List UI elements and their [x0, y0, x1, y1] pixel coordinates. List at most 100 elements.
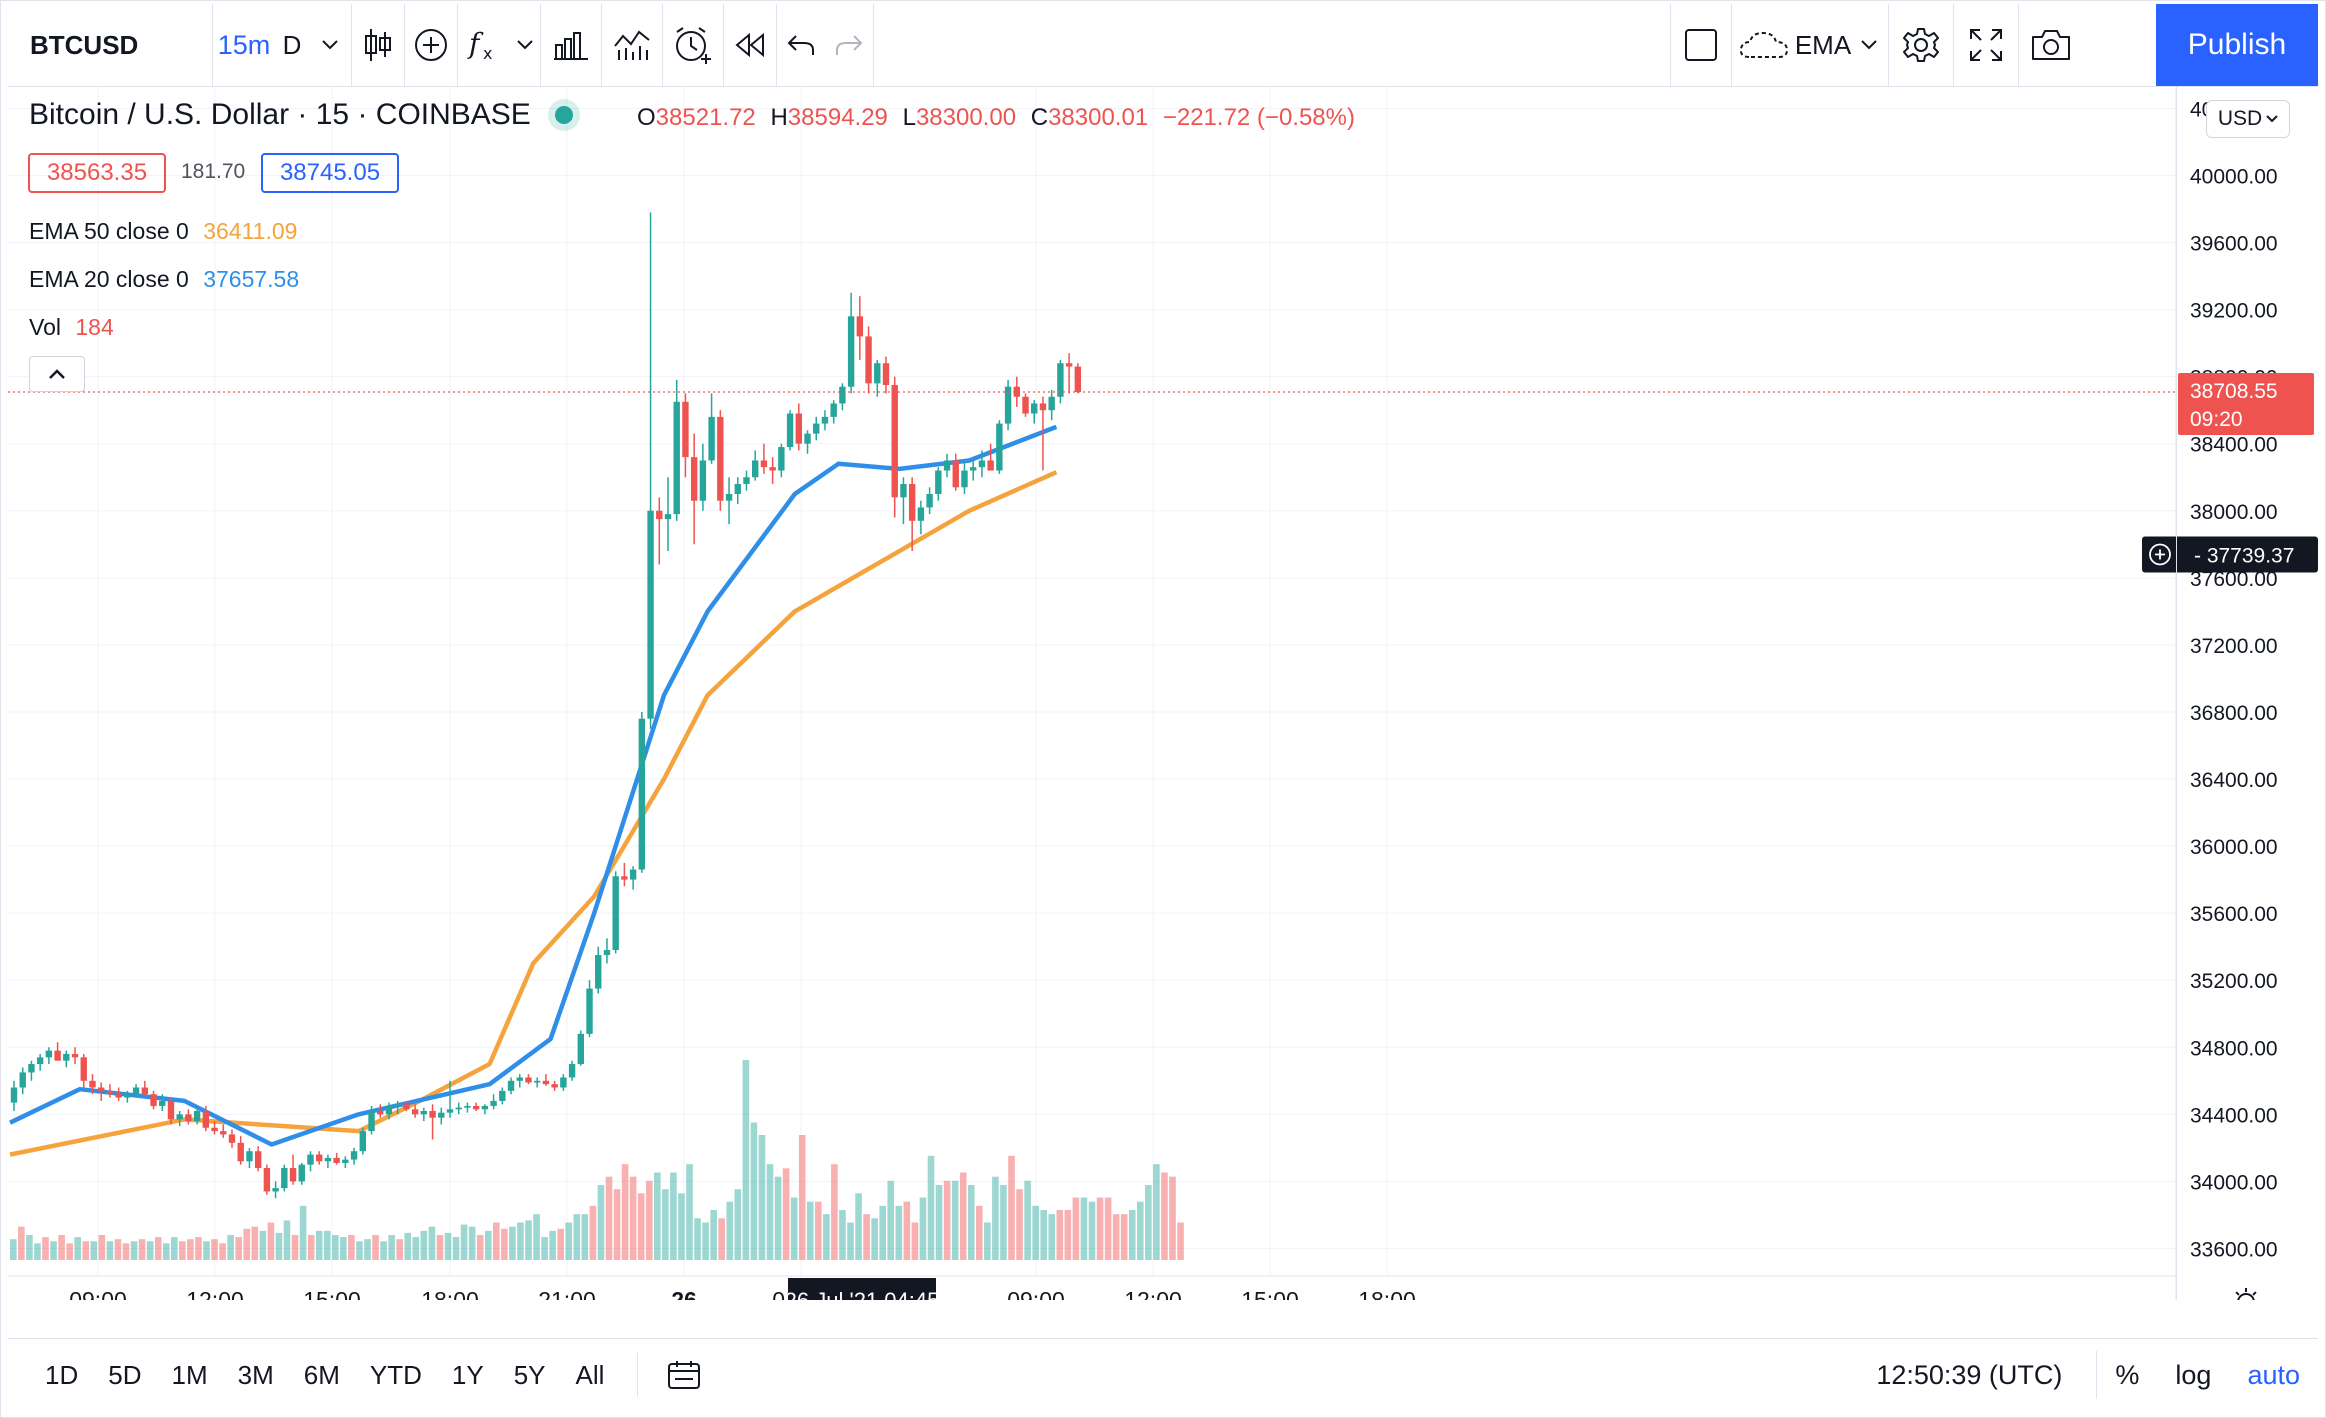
range-all-button[interactable]: All: [575, 1359, 605, 1390]
publish-button[interactable]: Publish: [2156, 4, 2318, 86]
ema20-legend[interactable]: EMA 20 close 0 37657.58: [29, 266, 299, 293]
template-chevron-down-icon[interactable]: [1850, 4, 1888, 86]
replay-rewind-icon[interactable]: [724, 4, 776, 86]
currency-label: USD: [2217, 107, 2263, 130]
candle-body: [795, 413, 802, 444]
chart-canvas[interactable]: 40400.0040000.0039600.0039200.0038800.00…: [8, 86, 2318, 1300]
candle-body: [281, 1167, 288, 1189]
volume-bar: [815, 1201, 822, 1260]
range-5d-button[interactable]: 5D: [108, 1359, 142, 1390]
sell-price-button[interactable]: 38563.35: [28, 153, 166, 193]
volume-bar: [275, 1232, 283, 1260]
bar-countdown-label: 09:20: [2190, 408, 2243, 431]
candle-body: [516, 1077, 523, 1081]
collapse-legend-button[interactable]: [29, 356, 85, 392]
range-1m-button[interactable]: 1M: [171, 1359, 208, 1390]
candle-body: [272, 1188, 279, 1192]
alert-clock-icon[interactable]: [663, 4, 723, 86]
buy-price-button[interactable]: 38745.05: [261, 153, 399, 193]
toolbar-divider: [351, 4, 352, 86]
auto-scale-toggle[interactable]: auto: [2247, 1359, 2300, 1390]
candle-body: [778, 447, 785, 471]
range-5y-button[interactable]: 5Y: [513, 1359, 546, 1390]
range-1d-button[interactable]: 1D: [45, 1359, 79, 1390]
volume-bar: [106, 1241, 114, 1260]
percent-scale-toggle[interactable]: %: [2115, 1359, 2140, 1390]
log-scale-toggle[interactable]: log: [2175, 1359, 2212, 1390]
candle-body: [996, 423, 1003, 471]
indicators-chevron-down-icon[interactable]: [510, 4, 540, 86]
candle-body: [595, 955, 602, 989]
candle-body: [821, 416, 829, 424]
volume-bar: [823, 1214, 830, 1260]
candles-style-icon[interactable]: [352, 4, 404, 86]
toolbar-divider: [540, 4, 541, 86]
candle-body: [1065, 363, 1073, 367]
volume-bar: [1145, 1185, 1152, 1260]
volume-bar: [283, 1220, 291, 1260]
interval-dropdown-chevron-down-icon[interactable]: [309, 4, 351, 86]
candle-body: [289, 1167, 297, 1182]
toolbar-divider: [1953, 4, 1954, 86]
compare-plus-icon[interactable]: [405, 4, 457, 86]
range-ytd-button[interactable]: YTD: [369, 1359, 422, 1390]
candle-body: [316, 1154, 323, 1162]
volume-bar: [1072, 1197, 1080, 1260]
range-1y-button[interactable]: 1Y: [451, 1359, 484, 1390]
candle-body: [786, 413, 794, 448]
volume-bar: [58, 1235, 65, 1260]
price-tick-label: 35200.00: [2190, 970, 2278, 993]
ema50-legend[interactable]: EMA 50 close 0 36411.09: [29, 218, 297, 245]
candle-body: [19, 1072, 26, 1088]
volume-bar: [605, 1176, 613, 1260]
svg-text:f: f: [467, 27, 484, 60]
settings-gear-icon[interactable]: [1889, 4, 1953, 86]
undo-icon[interactable]: [777, 4, 825, 86]
volume-legend[interactable]: Vol 184: [29, 314, 114, 341]
candle-body: [167, 1100, 175, 1120]
financials-bar-chart-icon[interactable]: [541, 4, 601, 86]
range-3m-button[interactable]: 3M: [237, 1359, 274, 1390]
layout-square-icon[interactable]: [1671, 4, 1731, 86]
price-tick-label: 34800.00: [2190, 1037, 2278, 1060]
currency-dropdown[interactable]: USD: [2206, 100, 2290, 138]
fullscreen-icon[interactable]: [1954, 4, 2018, 86]
go-to-date-calendar-icon[interactable]: [656, 1359, 712, 1391]
time-tick-label: 18:00: [421, 1287, 479, 1300]
volume-bar: [517, 1222, 524, 1260]
utc-clock[interactable]: 12:50:39 (UTC): [1876, 1351, 2098, 1399]
interval-d-button[interactable]: D: [275, 4, 309, 86]
candle-body: [420, 1110, 428, 1115]
last-price-label: 38708.55: [2190, 380, 2278, 403]
volume-bar: [452, 1237, 460, 1260]
volume-bar: [291, 1235, 299, 1260]
candle-body: [80, 1057, 87, 1081]
cloud-save-icon[interactable]: [1732, 4, 1796, 86]
volume-bar: [50, 1241, 57, 1260]
ideas-chart-icon[interactable]: [602, 4, 662, 86]
volume-bar: [742, 1060, 750, 1260]
interval-15m-button[interactable]: 15m: [213, 4, 275, 86]
volume-bar: [621, 1164, 629, 1260]
volume-bar: [1104, 1197, 1112, 1260]
candle-body: [874, 363, 881, 384]
candle-body: [734, 483, 741, 494]
range-6m-button[interactable]: 6M: [303, 1359, 340, 1390]
volume-bar: [243, 1228, 251, 1260]
volume-bar: [219, 1243, 226, 1260]
redo-icon[interactable]: [825, 4, 873, 86]
snapshot-camera-icon[interactable]: [2019, 4, 2083, 86]
volume-bar: [460, 1224, 468, 1260]
volume-bar: [790, 1197, 798, 1260]
volume-bar: [1032, 1205, 1039, 1260]
low-label: L: [902, 104, 916, 131]
candle-body: [586, 988, 593, 1034]
indicator-template-label[interactable]: EMA: [1794, 29, 1852, 60]
volume-bar: [98, 1235, 106, 1260]
symbol-search-button[interactable]: BTCUSD: [8, 4, 212, 86]
chevron-up-icon: [49, 369, 65, 379]
toolbar-divider: [1670, 4, 1671, 86]
price-scale[interactable]: [2176, 86, 2319, 1300]
volume-bar: [34, 1243, 41, 1260]
